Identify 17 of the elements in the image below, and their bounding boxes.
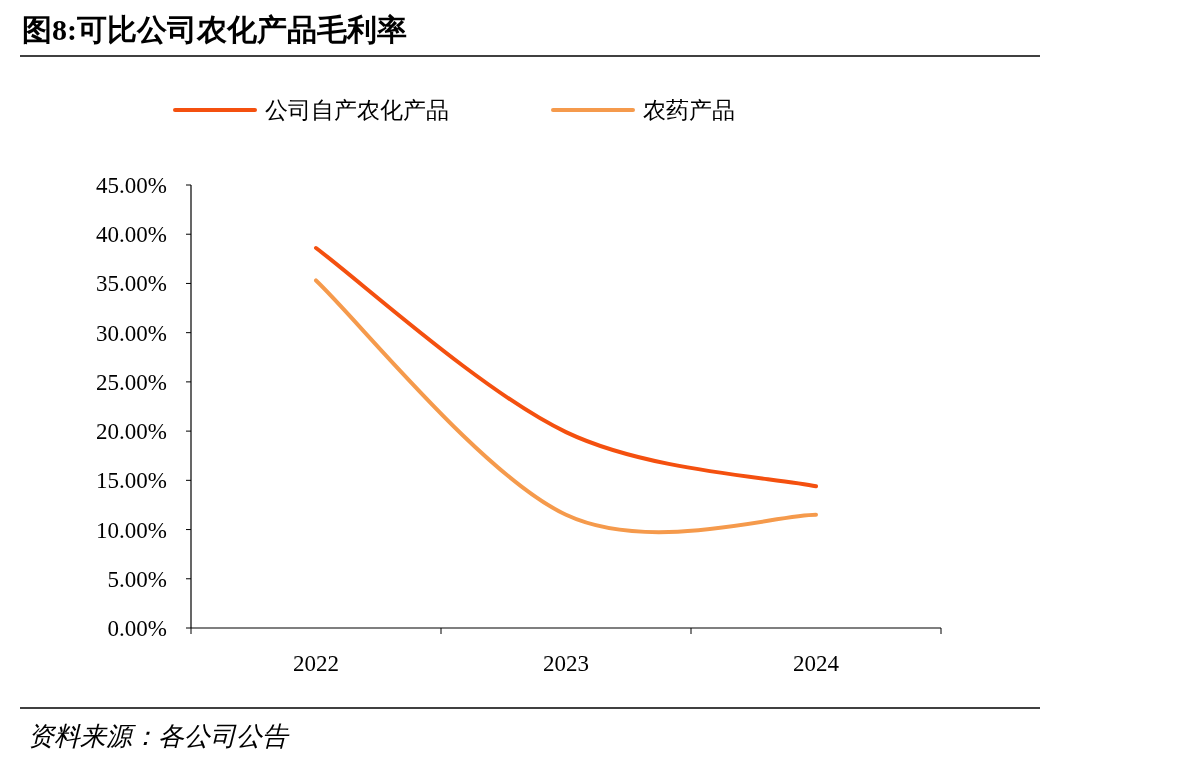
y-tick-label: 25.00%	[96, 369, 167, 395]
y-tick-label: 15.00%	[96, 468, 167, 494]
y-tick-label: 40.00%	[96, 222, 167, 248]
legend-label: 公司自产农化产品	[265, 98, 449, 123]
y-tick-label: 5.00%	[107, 566, 167, 592]
x-tick-label: 2024	[793, 651, 840, 676]
y-tick-label: 30.00%	[96, 320, 167, 346]
x-tick-label: 2022	[293, 651, 339, 676]
legend-label: 农药产品	[643, 98, 735, 123]
chart-title: 图8:可比公司农化产品毛利率	[22, 13, 407, 46]
y-tick-label: 0.00%	[107, 616, 167, 641]
y-tick-label: 35.00%	[96, 271, 167, 297]
text: 资料来源：各公司公告	[28, 722, 290, 751]
x-tick-label: 2023	[543, 651, 589, 676]
y-tick-label: 10.00%	[96, 517, 167, 543]
y-tick-label: 20.00%	[96, 419, 167, 445]
y-tick-label: 45.00%	[96, 173, 167, 198]
